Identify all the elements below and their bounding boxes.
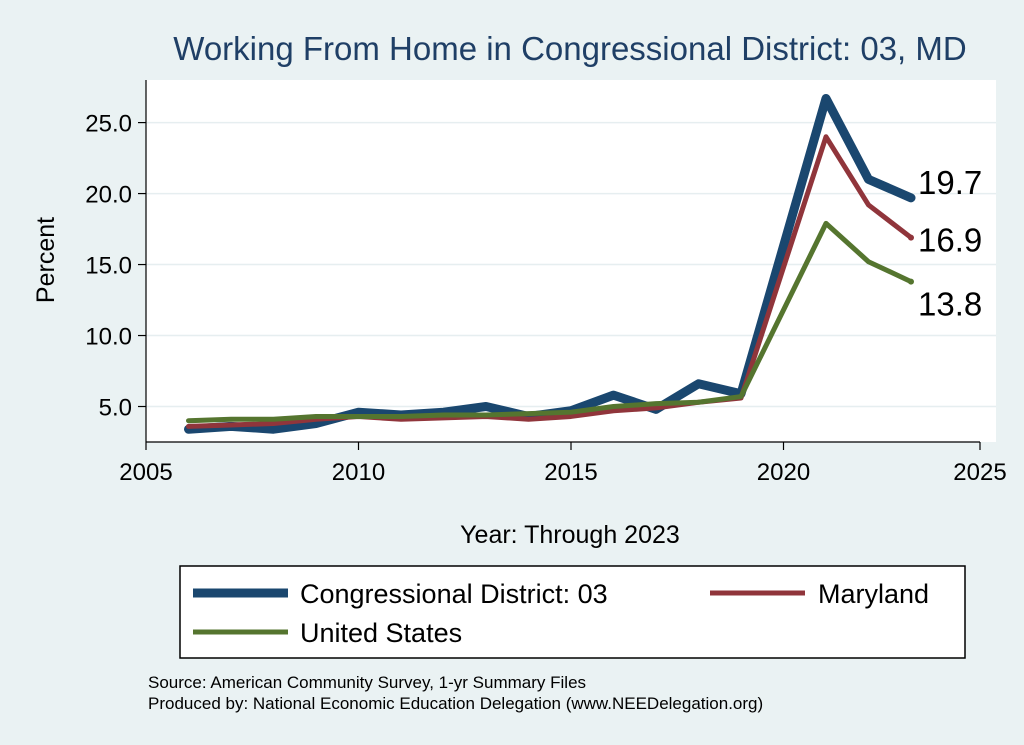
y-tick-label: 20.0 [85, 182, 132, 209]
y-axis-title: Percent [32, 217, 60, 303]
x-tick-label: 2010 [332, 459, 385, 486]
legend-label-united-states: United States [300, 618, 462, 648]
end-point [908, 234, 914, 241]
series-line-district [184, 93, 916, 434]
axes: 5.0 10.0 15.0 20.0 25.0 2005 2010 2015 2020 2025 [85, 80, 1007, 486]
legend-label-maryland: Maryland [818, 579, 929, 609]
source-note: Source: American Community Survey, 1-yr … [148, 673, 586, 692]
series-line-united-states [186, 220, 914, 424]
x-tick-label: 2015 [544, 459, 597, 486]
series-line-maryland [186, 134, 914, 429]
x-axis-title: Year: Through 2023 [460, 521, 680, 549]
producer-note: Produced by: National Economic Education… [148, 694, 763, 713]
legend-label-district: Congressional District: 03 [300, 579, 608, 609]
series-lines [184, 93, 916, 434]
y-tick-label: 25.0 [85, 111, 132, 138]
legend-box [179, 565, 966, 659]
end-value-label: 13.8 [918, 286, 982, 323]
plot-area [146, 80, 996, 442]
end-value-label: 19.7 [918, 164, 982, 201]
end-point [908, 194, 914, 201]
x-tick-label: 2005 [119, 459, 172, 486]
x-tick-label: 2020 [757, 459, 810, 486]
end-value-label: 16.9 [918, 222, 982, 259]
y-tick-label: 15.0 [85, 253, 132, 280]
legend: Congressional District: 03 Maryland Unit… [179, 565, 966, 659]
end-labels: 19.7 16.9 13.8 [918, 164, 982, 323]
end-point [908, 278, 914, 285]
x-tick-label: 2025 [953, 459, 1006, 486]
y-tick-label: 10.0 [85, 324, 132, 351]
gridlines [146, 121, 996, 408]
chart-title: Working From Home in Congressional Distr… [173, 30, 966, 67]
y-tick-label: 5.0 [99, 395, 132, 422]
